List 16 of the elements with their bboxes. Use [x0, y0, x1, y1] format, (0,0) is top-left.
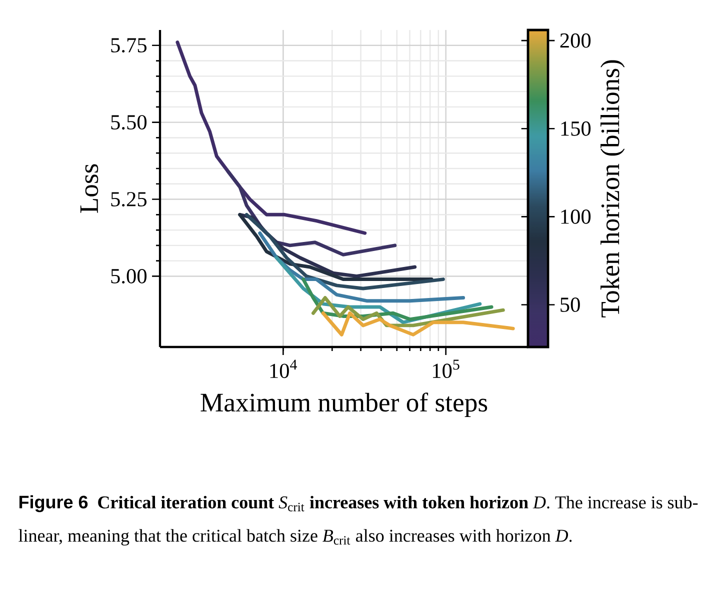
text: linear, meaning that the critical batch size B$_{crit}$ also increases with horizon D.	[18, 529, 572, 546]
x-tick-label: 10$^{5}$	[432, 360, 460, 378]
color-bar-label: 50	[560, 298, 580, 312]
y-tick-label: 5.50	[111, 115, 147, 130]
color-bar-label: 150	[561, 121, 591, 136]
color-bar-label: 200	[560, 33, 591, 48]
text: Critical iteration count S$_{crit}$ increases with token horizon D. The increase is sub-	[98, 496, 698, 512]
x-tick-label: 10$^{4}$	[270, 360, 297, 378]
y-axis-title: Loss	[80, 164, 98, 213]
y-tick-label: 5.75	[111, 38, 146, 53]
caption: Figure 6	[19, 495, 88, 512]
y-tick-label: 5.00	[111, 268, 147, 284]
x-axis-title: Maximum number of steps	[200, 392, 488, 418]
color-bar-label: 100	[561, 209, 591, 224]
y-tick-label: 5.25	[111, 192, 146, 206]
color-bar-title: Token horizon (billions)	[600, 60, 625, 318]
